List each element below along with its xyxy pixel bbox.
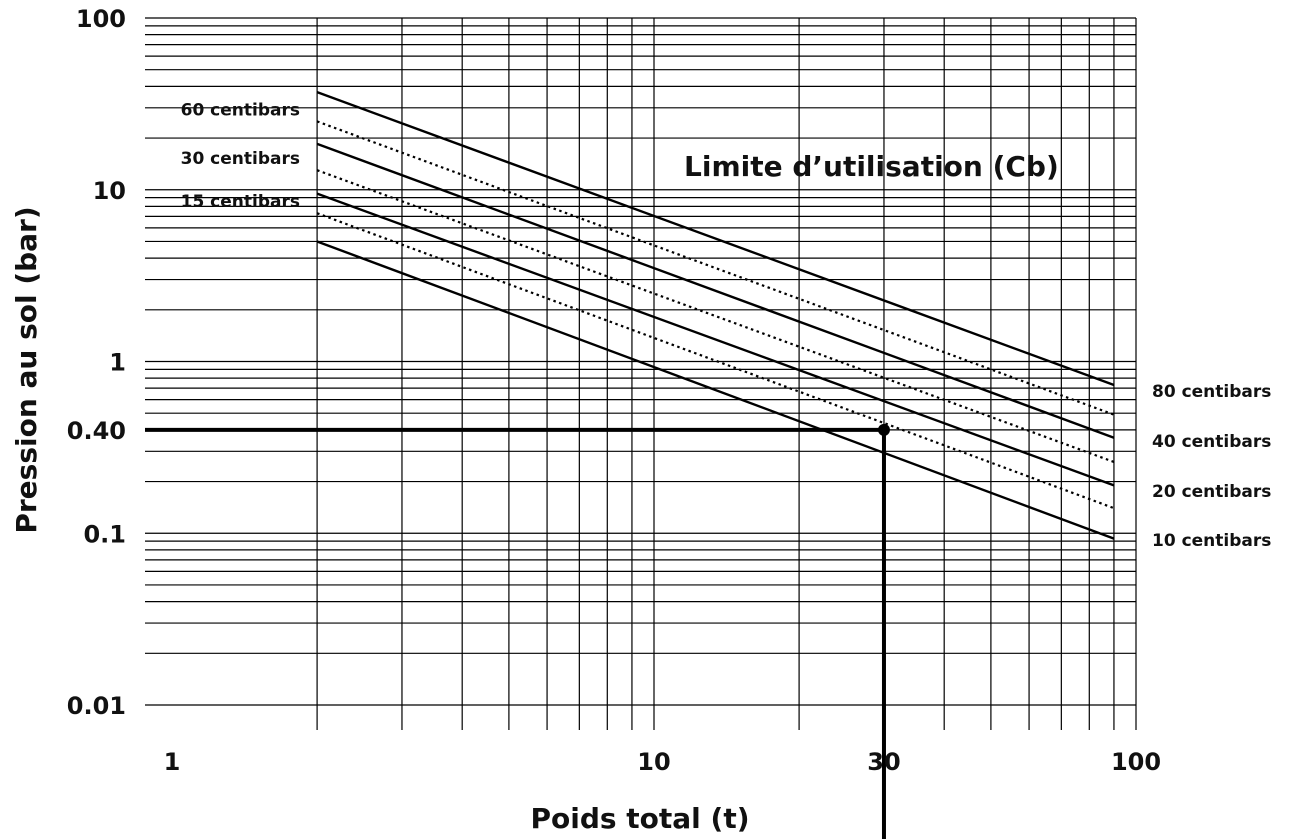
x-tick-label: 30 — [867, 748, 900, 776]
reference-lines — [145, 423, 890, 839]
series-label-10-centibars: 10 centibars — [1152, 531, 1271, 551]
series-label-15-centibars: 15 centibars — [181, 192, 300, 212]
series-line-20-centibars — [316, 192, 1115, 487]
y-tick-label: 10 — [93, 177, 126, 205]
annotation-label: Limite d’utilisation (Cb) — [684, 150, 1059, 183]
grid — [145, 17, 1137, 730]
y-tick-label: 100 — [76, 5, 126, 33]
series-line-15-centibars — [316, 212, 1115, 510]
y-tick-label: 0.1 — [83, 520, 126, 548]
series-line-30-centibars — [316, 169, 1115, 464]
x-tick-label: 100 — [1111, 748, 1161, 776]
series-label-40-centibars: 40 centibars — [1152, 432, 1271, 452]
series-label-30-centibars: 30 centibars — [181, 149, 300, 169]
reference-point — [877, 423, 890, 436]
x-tick-label: 1 — [164, 748, 181, 776]
series-lines — [316, 91, 1115, 540]
series-label-20-centibars: 20 centibars — [1152, 482, 1271, 502]
y-tick-label: 1 — [109, 349, 126, 377]
y-axis-title: Pression au sol (bar) — [10, 206, 43, 533]
tick-labels: 1 10 30 100 100 10 1 0.40 0.1 0.01 — [67, 5, 1161, 776]
series-label-80-centibars: 80 centibars — [1152, 382, 1271, 402]
series-line-10-centibars — [316, 240, 1115, 540]
series-labels: 80 centibars 60 centibars 40 centibars 30 c… — [181, 100, 1272, 551]
x-tick-label: 10 — [637, 748, 670, 776]
series-line-40-centibars — [316, 142, 1115, 439]
series-line-80-centibars — [316, 91, 1115, 387]
x-axis-title: Poids total (t) — [530, 802, 749, 835]
y-tick-label: 0.01 — [67, 692, 126, 720]
series-label-60-centibars: 60 centibars — [181, 100, 300, 120]
y-tick-label: 0.40 — [67, 417, 126, 445]
